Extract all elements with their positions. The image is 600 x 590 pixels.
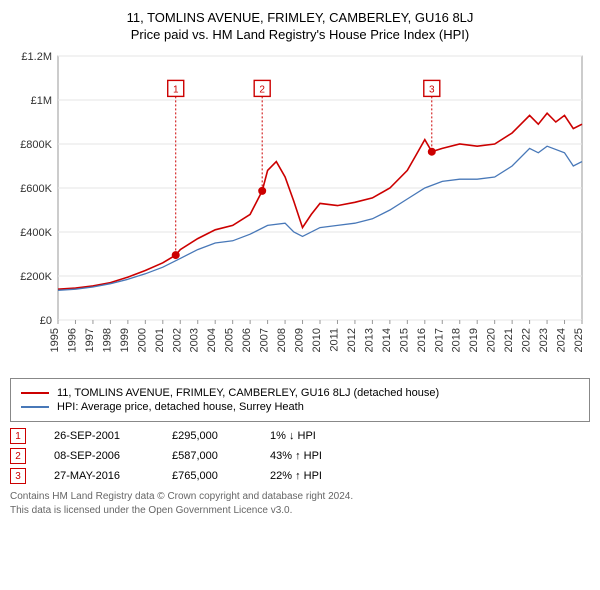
svg-text:£200K: £200K: [20, 271, 52, 283]
svg-text:2002: 2002: [171, 328, 183, 352]
svg-text:2008: 2008: [276, 328, 288, 352]
sales-row: 3 27-MAY-2016 £765,000 22% ↑ HPI: [10, 468, 590, 484]
legend-label-red: 11, TOMLINS AVENUE, FRIMLEY, CAMBERLEY, …: [57, 387, 439, 399]
sales-row: 2 08-SEP-2006 £587,000 43% ↑ HPI: [10, 448, 590, 464]
svg-text:£800K: £800K: [20, 139, 52, 151]
sale-marker-3: 3: [10, 468, 26, 484]
svg-text:1997: 1997: [84, 328, 96, 352]
sale-delta: 1% ↓ HPI: [270, 430, 360, 442]
sale-marker-2: 2: [10, 448, 26, 464]
svg-text:2015: 2015: [398, 328, 410, 352]
svg-text:1995: 1995: [49, 328, 61, 352]
svg-text:2020: 2020: [486, 328, 498, 352]
svg-text:2017: 2017: [433, 328, 445, 352]
svg-text:2025: 2025: [573, 328, 585, 352]
svg-text:2024: 2024: [556, 328, 568, 352]
svg-text:1996: 1996: [66, 328, 78, 352]
title-address: 11, TOMLINS AVENUE, FRIMLEY, CAMBERLEY, …: [10, 10, 590, 25]
svg-text:2023: 2023: [538, 328, 550, 352]
svg-text:2011: 2011: [328, 328, 340, 352]
sale-price: £765,000: [172, 470, 242, 482]
footer: Contains HM Land Registry data © Crown c…: [10, 490, 590, 517]
svg-text:2022: 2022: [521, 328, 533, 352]
svg-text:2013: 2013: [363, 328, 375, 352]
svg-text:2003: 2003: [189, 328, 201, 352]
legend-swatch-red: [21, 392, 49, 394]
legend-row-blue: HPI: Average price, detached house, Surr…: [21, 401, 579, 413]
sale-date: 26-SEP-2001: [54, 430, 144, 442]
title-subtitle: Price paid vs. HM Land Registry's House …: [10, 27, 590, 42]
legend-label-blue: HPI: Average price, detached house, Surr…: [57, 401, 304, 413]
svg-text:£1M: £1M: [31, 95, 52, 107]
svg-text:2006: 2006: [241, 328, 253, 352]
svg-text:2007: 2007: [259, 328, 271, 352]
svg-text:2016: 2016: [416, 328, 428, 352]
sales-table: 1 26-SEP-2001 £295,000 1% ↓ HPI 2 08-SEP…: [10, 428, 590, 484]
svg-text:2010: 2010: [311, 328, 323, 352]
svg-text:3: 3: [429, 84, 435, 95]
legend: 11, TOMLINS AVENUE, FRIMLEY, CAMBERLEY, …: [10, 378, 590, 422]
chart: £0 £200K £400K £600K £800K £1M £1.2M 1995 1996 19…: [10, 50, 590, 370]
svg-text:2001: 2001: [154, 328, 166, 352]
footer-line1: Contains HM Land Registry data © Crown c…: [10, 490, 590, 504]
sale-delta: 43% ↑ HPI: [270, 450, 360, 462]
svg-text:2012: 2012: [346, 328, 358, 352]
legend-swatch-blue: [21, 406, 49, 408]
svg-text:2: 2: [259, 84, 265, 95]
svg-text:2004: 2004: [206, 328, 218, 352]
svg-text:£1.2M: £1.2M: [21, 51, 52, 63]
svg-text:1999: 1999: [119, 328, 131, 352]
sale-delta: 22% ↑ HPI: [270, 470, 360, 482]
svg-text:2005: 2005: [224, 328, 236, 352]
svg-text:2009: 2009: [294, 328, 306, 352]
sale-price: £587,000: [172, 450, 242, 462]
sale-marker-1: 1: [10, 428, 26, 444]
svg-text:£0: £0: [40, 315, 52, 327]
svg-text:£400K: £400K: [20, 227, 52, 239]
chart-container: 11, TOMLINS AVENUE, FRIMLEY, CAMBERLEY, …: [0, 0, 600, 525]
svg-text:2014: 2014: [381, 328, 393, 352]
svg-text:2021: 2021: [503, 328, 515, 352]
sale-date: 27-MAY-2016: [54, 470, 144, 482]
svg-text:2019: 2019: [468, 328, 480, 352]
svg-text:1998: 1998: [101, 328, 113, 352]
svg-text:1: 1: [173, 84, 179, 95]
footer-line2: This data is licensed under the Open Gov…: [10, 504, 590, 518]
sale-date: 08-SEP-2006: [54, 450, 144, 462]
svg-text:2000: 2000: [136, 328, 148, 352]
svg-text:2018: 2018: [451, 328, 463, 352]
legend-row-red: 11, TOMLINS AVENUE, FRIMLEY, CAMBERLEY, …: [21, 387, 579, 399]
line-chart-svg: £0 £200K £400K £600K £800K £1M £1.2M 1995 1996 19…: [10, 50, 590, 370]
sales-row: 1 26-SEP-2001 £295,000 1% ↓ HPI: [10, 428, 590, 444]
svg-text:£600K: £600K: [20, 183, 52, 195]
sale-price: £295,000: [172, 430, 242, 442]
